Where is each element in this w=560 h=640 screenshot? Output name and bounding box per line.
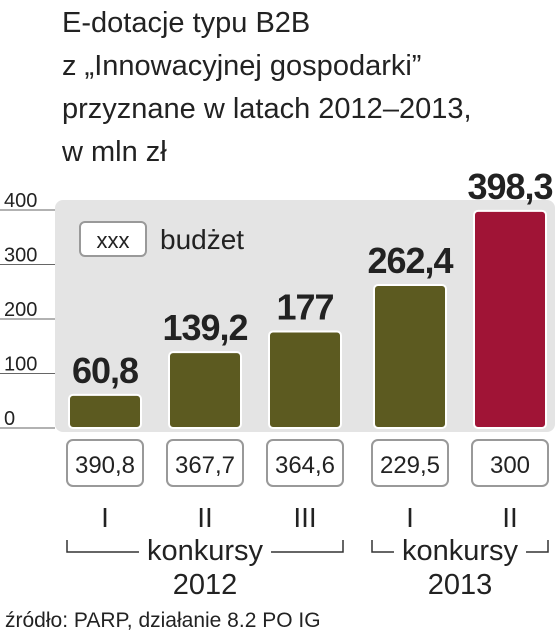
- group-year: 2013: [428, 569, 493, 601]
- group-label: konkursy: [147, 535, 264, 567]
- group-bracket: [66, 540, 344, 553]
- y-tick-label: 300: [4, 245, 37, 267]
- group-label: konkursy: [402, 535, 519, 567]
- value-label: 139,2: [162, 307, 247, 348]
- budget-label: 367,7: [175, 452, 235, 479]
- budget-box: [471, 439, 549, 487]
- x-tick-label: II: [197, 502, 213, 533]
- budget-box: [166, 439, 244, 487]
- group-bracket: [371, 540, 549, 553]
- value-label: 60,8: [72, 350, 138, 391]
- bar: [473, 209, 547, 429]
- budget-box: [66, 439, 144, 487]
- bar: [268, 330, 342, 429]
- legend-swatch: [79, 221, 147, 257]
- x-tick-label: I: [101, 502, 109, 533]
- bar: [168, 351, 242, 429]
- chart-title: w mln zł: [61, 136, 167, 168]
- group-year: 2012: [173, 569, 238, 601]
- legend-sample: xxx: [97, 228, 130, 253]
- chart-title: z „Innowacyjnej gospodarki”: [62, 50, 421, 82]
- value-label: 398,3: [467, 166, 552, 207]
- y-tick-label: 100: [4, 354, 37, 376]
- budget-label: 364,6: [275, 452, 335, 479]
- chart-title: przyznane w latach 2012–2013,: [62, 93, 472, 125]
- x-tick-label: II: [502, 502, 518, 533]
- y-tick-label: 200: [4, 299, 37, 321]
- value-label: 262,4: [367, 240, 453, 281]
- budget-label: 300: [490, 452, 530, 479]
- budget-box: [371, 439, 449, 487]
- y-tick-label: 400: [4, 190, 37, 212]
- bar: [68, 393, 142, 430]
- budget-box: [266, 439, 344, 487]
- chart-title: E-dotacje typu B2B: [62, 7, 310, 39]
- y-tick-label: 0: [4, 408, 15, 430]
- bar: [373, 283, 447, 429]
- x-tick-label: III: [293, 502, 316, 533]
- legend-label: budżet: [160, 224, 244, 255]
- x-tick-label: I: [406, 502, 414, 533]
- budget-label: 390,8: [75, 452, 135, 479]
- budget-label: 229,5: [380, 452, 440, 479]
- value-label: 177: [276, 287, 333, 328]
- source: źródło: PARP, działanie 8.2 PO IG: [5, 609, 321, 632]
